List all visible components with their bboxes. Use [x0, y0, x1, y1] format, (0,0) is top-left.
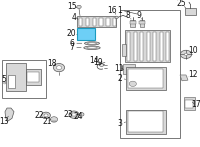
- Bar: [120, 10, 180, 138]
- Bar: [52, 121, 56, 122]
- Bar: [128, 69, 163, 88]
- Text: 8: 8: [125, 11, 130, 20]
- Text: 19: 19: [93, 58, 103, 67]
- Text: 15: 15: [68, 2, 77, 11]
- Circle shape: [42, 112, 50, 119]
- Circle shape: [69, 111, 79, 118]
- Circle shape: [53, 64, 65, 72]
- Bar: [140, 20, 144, 27]
- Bar: [2, 60, 46, 98]
- Bar: [130, 21, 136, 24]
- Text: 21: 21: [42, 117, 52, 126]
- Text: 20: 20: [67, 29, 76, 38]
- Bar: [126, 67, 166, 90]
- Text: 23: 23: [63, 110, 73, 119]
- Text: 16: 16: [107, 6, 117, 15]
- Text: 13: 13: [0, 117, 8, 126]
- Bar: [130, 20, 135, 27]
- Ellipse shape: [84, 46, 100, 50]
- Text: 10: 10: [188, 46, 198, 55]
- Circle shape: [184, 53, 188, 56]
- Text: 18: 18: [48, 59, 57, 68]
- Text: 5: 5: [1, 75, 6, 85]
- Circle shape: [79, 113, 84, 116]
- Bar: [140, 32, 143, 61]
- Bar: [125, 30, 170, 62]
- Bar: [79, 18, 82, 26]
- Circle shape: [44, 114, 48, 117]
- Circle shape: [129, 81, 136, 86]
- Bar: [134, 32, 137, 61]
- Circle shape: [56, 66, 62, 70]
- Circle shape: [180, 50, 192, 59]
- Bar: [185, 8, 196, 15]
- Bar: [146, 32, 150, 61]
- Text: 24: 24: [73, 112, 83, 121]
- Bar: [113, 18, 116, 26]
- Text: 14: 14: [89, 56, 98, 65]
- Ellipse shape: [87, 47, 97, 49]
- Bar: [27, 72, 39, 82]
- Bar: [128, 111, 163, 132]
- Ellipse shape: [84, 42, 100, 45]
- Circle shape: [4, 82, 6, 84]
- Bar: [166, 32, 169, 61]
- Circle shape: [77, 5, 81, 9]
- Circle shape: [115, 16, 118, 19]
- Text: 12: 12: [188, 70, 198, 80]
- Text: 1: 1: [117, 6, 122, 15]
- Bar: [126, 110, 166, 134]
- Text: 6: 6: [69, 39, 74, 48]
- Text: 9: 9: [137, 11, 141, 20]
- Bar: [122, 44, 126, 56]
- Text: 2: 2: [117, 74, 122, 83]
- Text: 7: 7: [69, 43, 74, 52]
- Bar: [185, 100, 193, 108]
- Bar: [6, 63, 26, 91]
- Bar: [160, 32, 163, 61]
- Text: 11: 11: [115, 64, 124, 73]
- Bar: [77, 28, 95, 40]
- Bar: [139, 21, 145, 24]
- Ellipse shape: [88, 43, 96, 44]
- Text: 17: 17: [192, 100, 200, 109]
- Bar: [153, 32, 156, 61]
- Bar: [127, 32, 130, 61]
- Bar: [8, 75, 15, 88]
- Bar: [72, 113, 76, 116]
- Bar: [99, 18, 103, 26]
- Bar: [86, 18, 89, 26]
- Bar: [123, 64, 135, 74]
- Bar: [93, 18, 96, 26]
- Polygon shape: [5, 108, 14, 121]
- Circle shape: [50, 117, 58, 122]
- Text: 22: 22: [34, 111, 44, 120]
- Bar: [184, 97, 195, 110]
- Polygon shape: [180, 75, 188, 81]
- Text: 3: 3: [117, 119, 122, 128]
- Text: 25: 25: [176, 0, 186, 8]
- Text: 4: 4: [72, 13, 76, 22]
- Bar: [77, 16, 116, 27]
- Bar: [26, 69, 41, 85]
- Bar: [106, 18, 110, 26]
